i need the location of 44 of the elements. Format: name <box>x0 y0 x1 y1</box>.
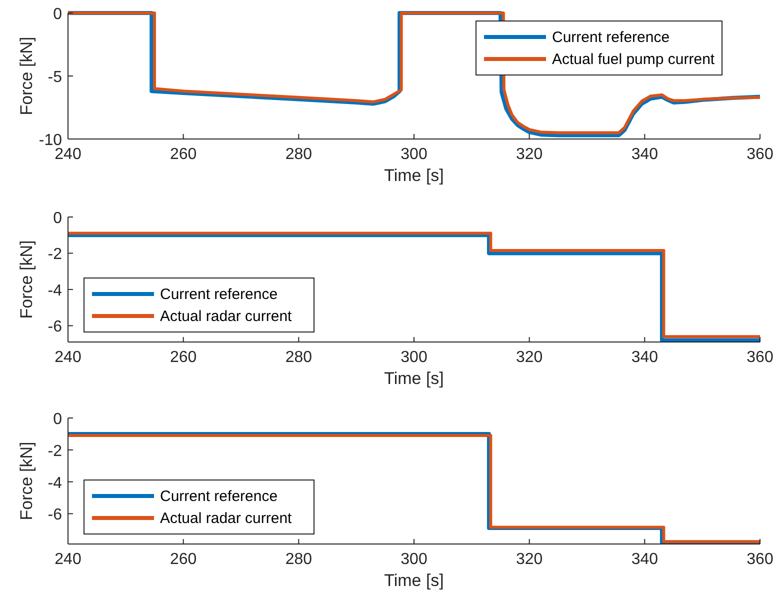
x-tick-label: 320 <box>516 551 543 568</box>
legend-label: Actual fuel pump current <box>552 51 716 68</box>
x-tick-label: 280 <box>285 349 312 366</box>
x-tick-label: 300 <box>400 551 428 568</box>
y-tick-label: -10 <box>38 132 62 149</box>
legend-label: Current reference <box>160 488 278 505</box>
y-tick-label: 0 <box>53 6 62 23</box>
x-tick-label: 240 <box>54 551 82 568</box>
x-tick-label: 260 <box>170 551 197 568</box>
y-tick-label: -2 <box>48 246 62 264</box>
x-tick-label: 300 <box>400 349 428 366</box>
x-axis-title: Time [s] <box>384 571 444 590</box>
x-tick-label: 260 <box>170 146 197 163</box>
y-tick-label: 0 <box>53 411 62 428</box>
legend-label: Current reference <box>552 29 670 46</box>
y-axis-title: Force [kN] <box>17 442 36 520</box>
x-tick-label: 240 <box>54 146 82 163</box>
y-axis-title: Force [kN] <box>17 240 36 319</box>
y-tick-label: -6 <box>48 506 62 524</box>
x-tick-label: 340 <box>631 146 658 163</box>
legend-label: Current reference <box>160 286 278 303</box>
y-tick-label: -5 <box>48 69 62 86</box>
y-tick-label: -4 <box>48 474 62 492</box>
x-tick-label: 360 <box>746 349 774 366</box>
x-axis-title: Time [s] <box>384 369 444 388</box>
x-axis-title: Time [s] <box>384 166 444 185</box>
x-tick-label: 300 <box>400 146 428 163</box>
legend-label: Actual radar current <box>160 308 293 325</box>
x-tick-label: 280 <box>285 551 312 568</box>
x-tick-label: 360 <box>746 551 774 568</box>
y-tick-label: -4 <box>48 282 62 300</box>
x-tick-label: 260 <box>170 349 197 366</box>
y-tick-label: -6 <box>48 318 62 336</box>
x-tick-label: 240 <box>54 349 82 366</box>
x-tick-label: 320 <box>516 146 543 163</box>
y-tick-label: -2 <box>48 442 62 460</box>
x-tick-label: 340 <box>631 349 658 366</box>
x-tick-label: 280 <box>285 146 312 163</box>
y-axis-title: Force [kN] <box>17 36 36 116</box>
x-tick-label: 320 <box>516 349 543 366</box>
legend-label: Actual radar current <box>160 510 293 527</box>
y-tick-label: 0 <box>53 210 62 227</box>
x-tick-label: 340 <box>631 551 658 568</box>
x-tick-label: 360 <box>746 146 774 163</box>
